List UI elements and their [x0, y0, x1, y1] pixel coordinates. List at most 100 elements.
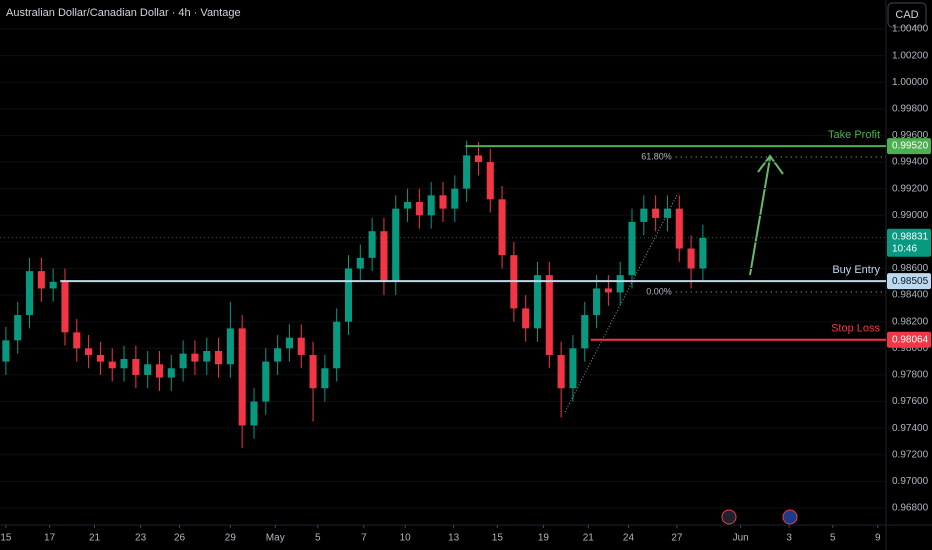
candle-body — [557, 354, 565, 389]
candle-body — [604, 288, 612, 293]
candle-body — [640, 208, 648, 222]
x-tick-label: 21 — [89, 533, 101, 544]
candle-body — [628, 221, 636, 276]
x-tick-label: 5 — [830, 533, 836, 544]
y-tick-label: 0.99400 — [892, 157, 929, 168]
x-tick-label: 17 — [44, 533, 56, 544]
candle-body — [616, 275, 624, 293]
candle-body — [262, 361, 270, 402]
y-tick-label: 0.99200 — [892, 183, 929, 194]
candle-body — [652, 208, 660, 218]
candle-body — [215, 350, 223, 365]
x-tick-label: 23 — [135, 533, 147, 544]
x-tick-label: 3 — [786, 533, 792, 544]
y-tick-label: 1.00000 — [892, 77, 929, 88]
x-tick-label: 9 — [875, 533, 881, 544]
candle-body — [85, 348, 93, 355]
price-tag-label: 0.98505 — [892, 276, 929, 287]
x-tick-label: 26 — [174, 533, 186, 544]
candle-body — [344, 268, 353, 322]
y-tick-label: 0.97600 — [892, 396, 929, 407]
level-name: Stop Loss — [831, 323, 880, 335]
fib-label: 61.80% — [641, 151, 672, 161]
candle-body — [321, 368, 329, 389]
candle-body — [37, 271, 45, 289]
candle-body — [593, 288, 601, 316]
candle-body — [687, 248, 695, 269]
candle-body — [120, 358, 128, 369]
candle-body — [380, 231, 388, 282]
x-tick-label: Jun — [733, 533, 749, 544]
candle-body — [2, 340, 10, 362]
x-tick-label: 15 — [0, 533, 12, 544]
fib-trend — [564, 192, 679, 413]
currency-label[interactable]: CAD — [895, 9, 918, 21]
candle-body — [675, 208, 683, 249]
candle-body — [297, 337, 305, 355]
currency-button[interactable] — [887, 2, 927, 28]
y-tick-label: 0.99000 — [892, 210, 929, 221]
candle-body — [392, 208, 400, 282]
x-tick-label: 21 — [583, 533, 595, 544]
level-name: Take Profit — [828, 129, 880, 141]
last-price-label: 0.98831 — [892, 231, 929, 242]
y-tick-label: 0.98200 — [892, 316, 929, 327]
x-tick-label: 13 — [448, 533, 460, 544]
event-flag[interactable] — [721, 509, 737, 525]
x-tick-label: 27 — [671, 533, 683, 544]
x-tick-label: 7 — [361, 533, 367, 544]
candle-body — [368, 231, 376, 258]
event-flag[interactable] — [782, 509, 798, 525]
x-tick-label: 15 — [492, 533, 504, 544]
chart-title: Australian Dollar/Canadian Dollar · 4h ·… — [6, 7, 241, 19]
candle-body — [132, 358, 140, 375]
y-tick-label: 0.99800 — [892, 103, 929, 114]
candle-body — [179, 353, 187, 369]
candle-body — [155, 364, 164, 378]
candle-body — [61, 281, 69, 333]
candle-body — [250, 401, 258, 426]
x-tick-label: 19 — [538, 533, 550, 544]
y-tick-label: 0.97400 — [892, 423, 929, 434]
y-tick-label: 0.97800 — [892, 370, 929, 381]
candle-body — [167, 368, 175, 378]
y-tick-label: 1.00200 — [892, 50, 929, 61]
countdown: 10:46 — [892, 243, 917, 254]
y-tick-label: 0.97200 — [892, 449, 929, 460]
y-tick-label: 0.98000 — [892, 343, 929, 354]
y-tick-label: 0.98400 — [892, 290, 929, 301]
x-tick-label: 10 — [400, 533, 412, 544]
candle-body — [404, 201, 412, 209]
arrow-head — [757, 154, 784, 175]
candle-body — [203, 350, 211, 362]
candle-body — [699, 237, 707, 269]
candle-body — [486, 162, 494, 200]
candle-body — [498, 199, 506, 256]
candle-body — [581, 315, 589, 349]
y-tick-label: 0.98600 — [892, 263, 929, 274]
candle-body — [415, 201, 423, 216]
candle-body — [463, 155, 471, 189]
candle-body — [533, 275, 542, 329]
candle-body — [522, 308, 530, 329]
y-tick-label: 0.97000 — [892, 476, 929, 487]
candle-body — [108, 361, 116, 369]
y-tick-label: 0.99600 — [892, 130, 929, 141]
candle-body — [285, 337, 293, 349]
candle-body — [663, 208, 671, 218]
y-tick-label: 0.96800 — [892, 503, 929, 514]
candle-body — [439, 195, 447, 209]
arrow-shaft — [749, 157, 771, 276]
candle-body — [309, 354, 317, 389]
x-tick-label: 29 — [225, 533, 237, 544]
price-tag-label: 0.98064 — [892, 334, 929, 345]
last-price-tag — [887, 228, 931, 257]
candle-body — [14, 315, 22, 341]
candle-body — [191, 353, 199, 362]
candle-body — [73, 332, 81, 349]
candle-body — [545, 275, 553, 355]
candle-body — [356, 257, 364, 269]
